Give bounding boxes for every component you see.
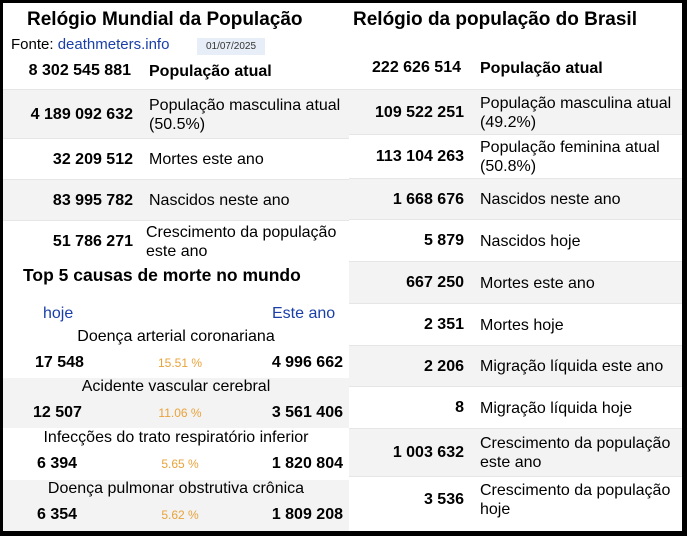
- brazil-label: Mortes este ano: [480, 274, 595, 292]
- brazil-title: Relógio da população do Brasil: [353, 9, 637, 30]
- date-badge: 01/07/2025: [197, 38, 265, 55]
- cause-year: 4 996 662: [271, 354, 343, 371]
- cause-year: 1 820 804: [271, 455, 343, 472]
- world-value: 4 189 092 632: [30, 105, 133, 123]
- cause-today: 17 548: [35, 354, 84, 371]
- brazil-value: 222 626 514: [372, 59, 461, 76]
- brazil-label: Crescimento da população este ano: [480, 435, 671, 471]
- world-value: 51 786 271: [52, 233, 133, 250]
- brazil-row-births-year: 1 668 676 Nascidos neste ano: [349, 178, 682, 220]
- brazil-row-male: 109 522 251 População masculina atual (4…: [349, 89, 682, 135]
- col-today-header: hoje: [43, 305, 74, 322]
- cause-name: Infecções do trato respiratório inferior: [43, 429, 309, 446]
- source-line: Fonte: deathmeters.info: [11, 36, 169, 53]
- cause-item: Infecções do trato respiratório inferior…: [3, 429, 349, 479]
- world-label: Nascidos neste ano: [149, 192, 290, 209]
- cause-percent: 5.62 %: [161, 508, 199, 522]
- world-row-population: 8 302 545 881 População atual: [3, 53, 349, 89]
- cause-name: Acidente vascular cerebral: [81, 378, 271, 395]
- brazil-value: 8: [455, 399, 464, 416]
- causes-title: Top 5 causas de morte no mundo: [23, 265, 301, 285]
- cause-item: Acidente vascular cerebral 12 507 11.06 …: [3, 378, 349, 428]
- brazil-population-panel: Relógio da população do Brasil 222 626 5…: [349, 3, 682, 531]
- world-value: 32 209 512: [52, 150, 133, 168]
- cause-today: 6 354: [37, 506, 78, 523]
- brazil-label: Migração líquida este ano: [480, 358, 664, 375]
- brazil-label: População feminina atual (50.8%): [480, 139, 660, 175]
- population-clock-screen: Relógio Mundial da População Fonte: deat…: [3, 3, 682, 531]
- world-row-deaths: 32 209 512 Mortes este ano: [3, 138, 349, 180]
- cause-name: Doença pulmonar obstrutiva crônica: [47, 480, 305, 497]
- world-row-male: 4 189 092 632 População masculina atual …: [3, 89, 349, 139]
- brazil-label: Mortes hoje: [480, 316, 564, 334]
- world-population-panel: Relógio Mundial da População Fonte: deat…: [3, 3, 349, 531]
- world-label: Crescimento da população este ano: [146, 224, 337, 260]
- cause-item: Doença pulmonar obstrutiva crônica 6 354…: [3, 480, 349, 531]
- brazil-value: 109 522 251: [375, 103, 464, 121]
- brazil-row-deaths-year: 667 250 Mortes este ano: [349, 261, 682, 304]
- cause-percent: 5.65 %: [161, 457, 199, 471]
- world-row-growth: 51 786 271 Crescimento da população este…: [3, 220, 349, 263]
- brazil-row-female: 113 104 263 População feminina atual (50…: [349, 134, 682, 179]
- cause-year: 1 809 208: [271, 506, 343, 523]
- brazil-value: 667 250: [406, 274, 464, 291]
- brazil-value: 1 003 632: [392, 444, 464, 461]
- cause-item: Doença arterial coronariana 17 548 15.51…: [3, 328, 349, 378]
- world-label: População masculina atual (50.5%): [149, 96, 341, 133]
- world-value: 83 995 782: [52, 191, 133, 209]
- cause-today: 12 507: [33, 404, 82, 421]
- brazil-value: 2 206: [423, 357, 464, 375]
- brazil-row-growth-year: 1 003 632 Crescimento da população este …: [349, 428, 682, 477]
- brazil-row-births-today: 5 879 Nascidos hoje: [349, 219, 682, 262]
- brazil-row-deaths-today: 2 351 Mortes hoje: [349, 303, 682, 346]
- source-label: Fonte:: [11, 36, 54, 53]
- brazil-label: População masculina atual (49.2%): [480, 94, 672, 131]
- world-label: População atual: [149, 62, 272, 80]
- brazil-value: 3 536: [423, 491, 464, 508]
- brazil-value: 1 668 676: [392, 190, 464, 208]
- brazil-row-migration-year: 2 206 Migração líquida este ano: [349, 345, 682, 387]
- brazil-value: 2 351: [423, 316, 464, 333]
- brazil-row-migration-today: 8 Migração líquida hoje: [349, 386, 682, 429]
- brazil-label: Migração líquida hoje: [480, 399, 633, 417]
- brazil-row-growth-today: 3 536 Crescimento da população hoje: [349, 476, 682, 523]
- world-label: Mortes este ano: [149, 151, 264, 168]
- source-link[interactable]: deathmeters.info: [57, 36, 170, 53]
- brazil-row-population: 222 626 514 População atual: [349, 47, 682, 89]
- world-row-births: 83 995 782 Nascidos neste ano: [3, 179, 349, 221]
- brazil-value: 5 879: [423, 232, 464, 249]
- brazil-label: Crescimento da população hoje: [480, 482, 671, 518]
- brazil-label: Nascidos hoje: [480, 232, 581, 250]
- cause-percent: 15.51 %: [157, 356, 203, 370]
- world-value: 8 302 545 881: [28, 62, 131, 79]
- world-title: Relógio Mundial da População: [27, 9, 303, 30]
- cause-today: 6 394: [37, 455, 78, 472]
- cause-percent: 11.06 %: [158, 406, 202, 420]
- brazil-value: 113 104 263: [375, 148, 464, 165]
- cause-name: Doença arterial coronariana: [77, 328, 275, 345]
- brazil-label: Nascidos neste ano: [480, 191, 621, 208]
- cause-year: 3 561 406: [271, 404, 343, 421]
- brazil-label: População atual: [480, 59, 603, 77]
- col-year-header: Este ano: [272, 305, 336, 322]
